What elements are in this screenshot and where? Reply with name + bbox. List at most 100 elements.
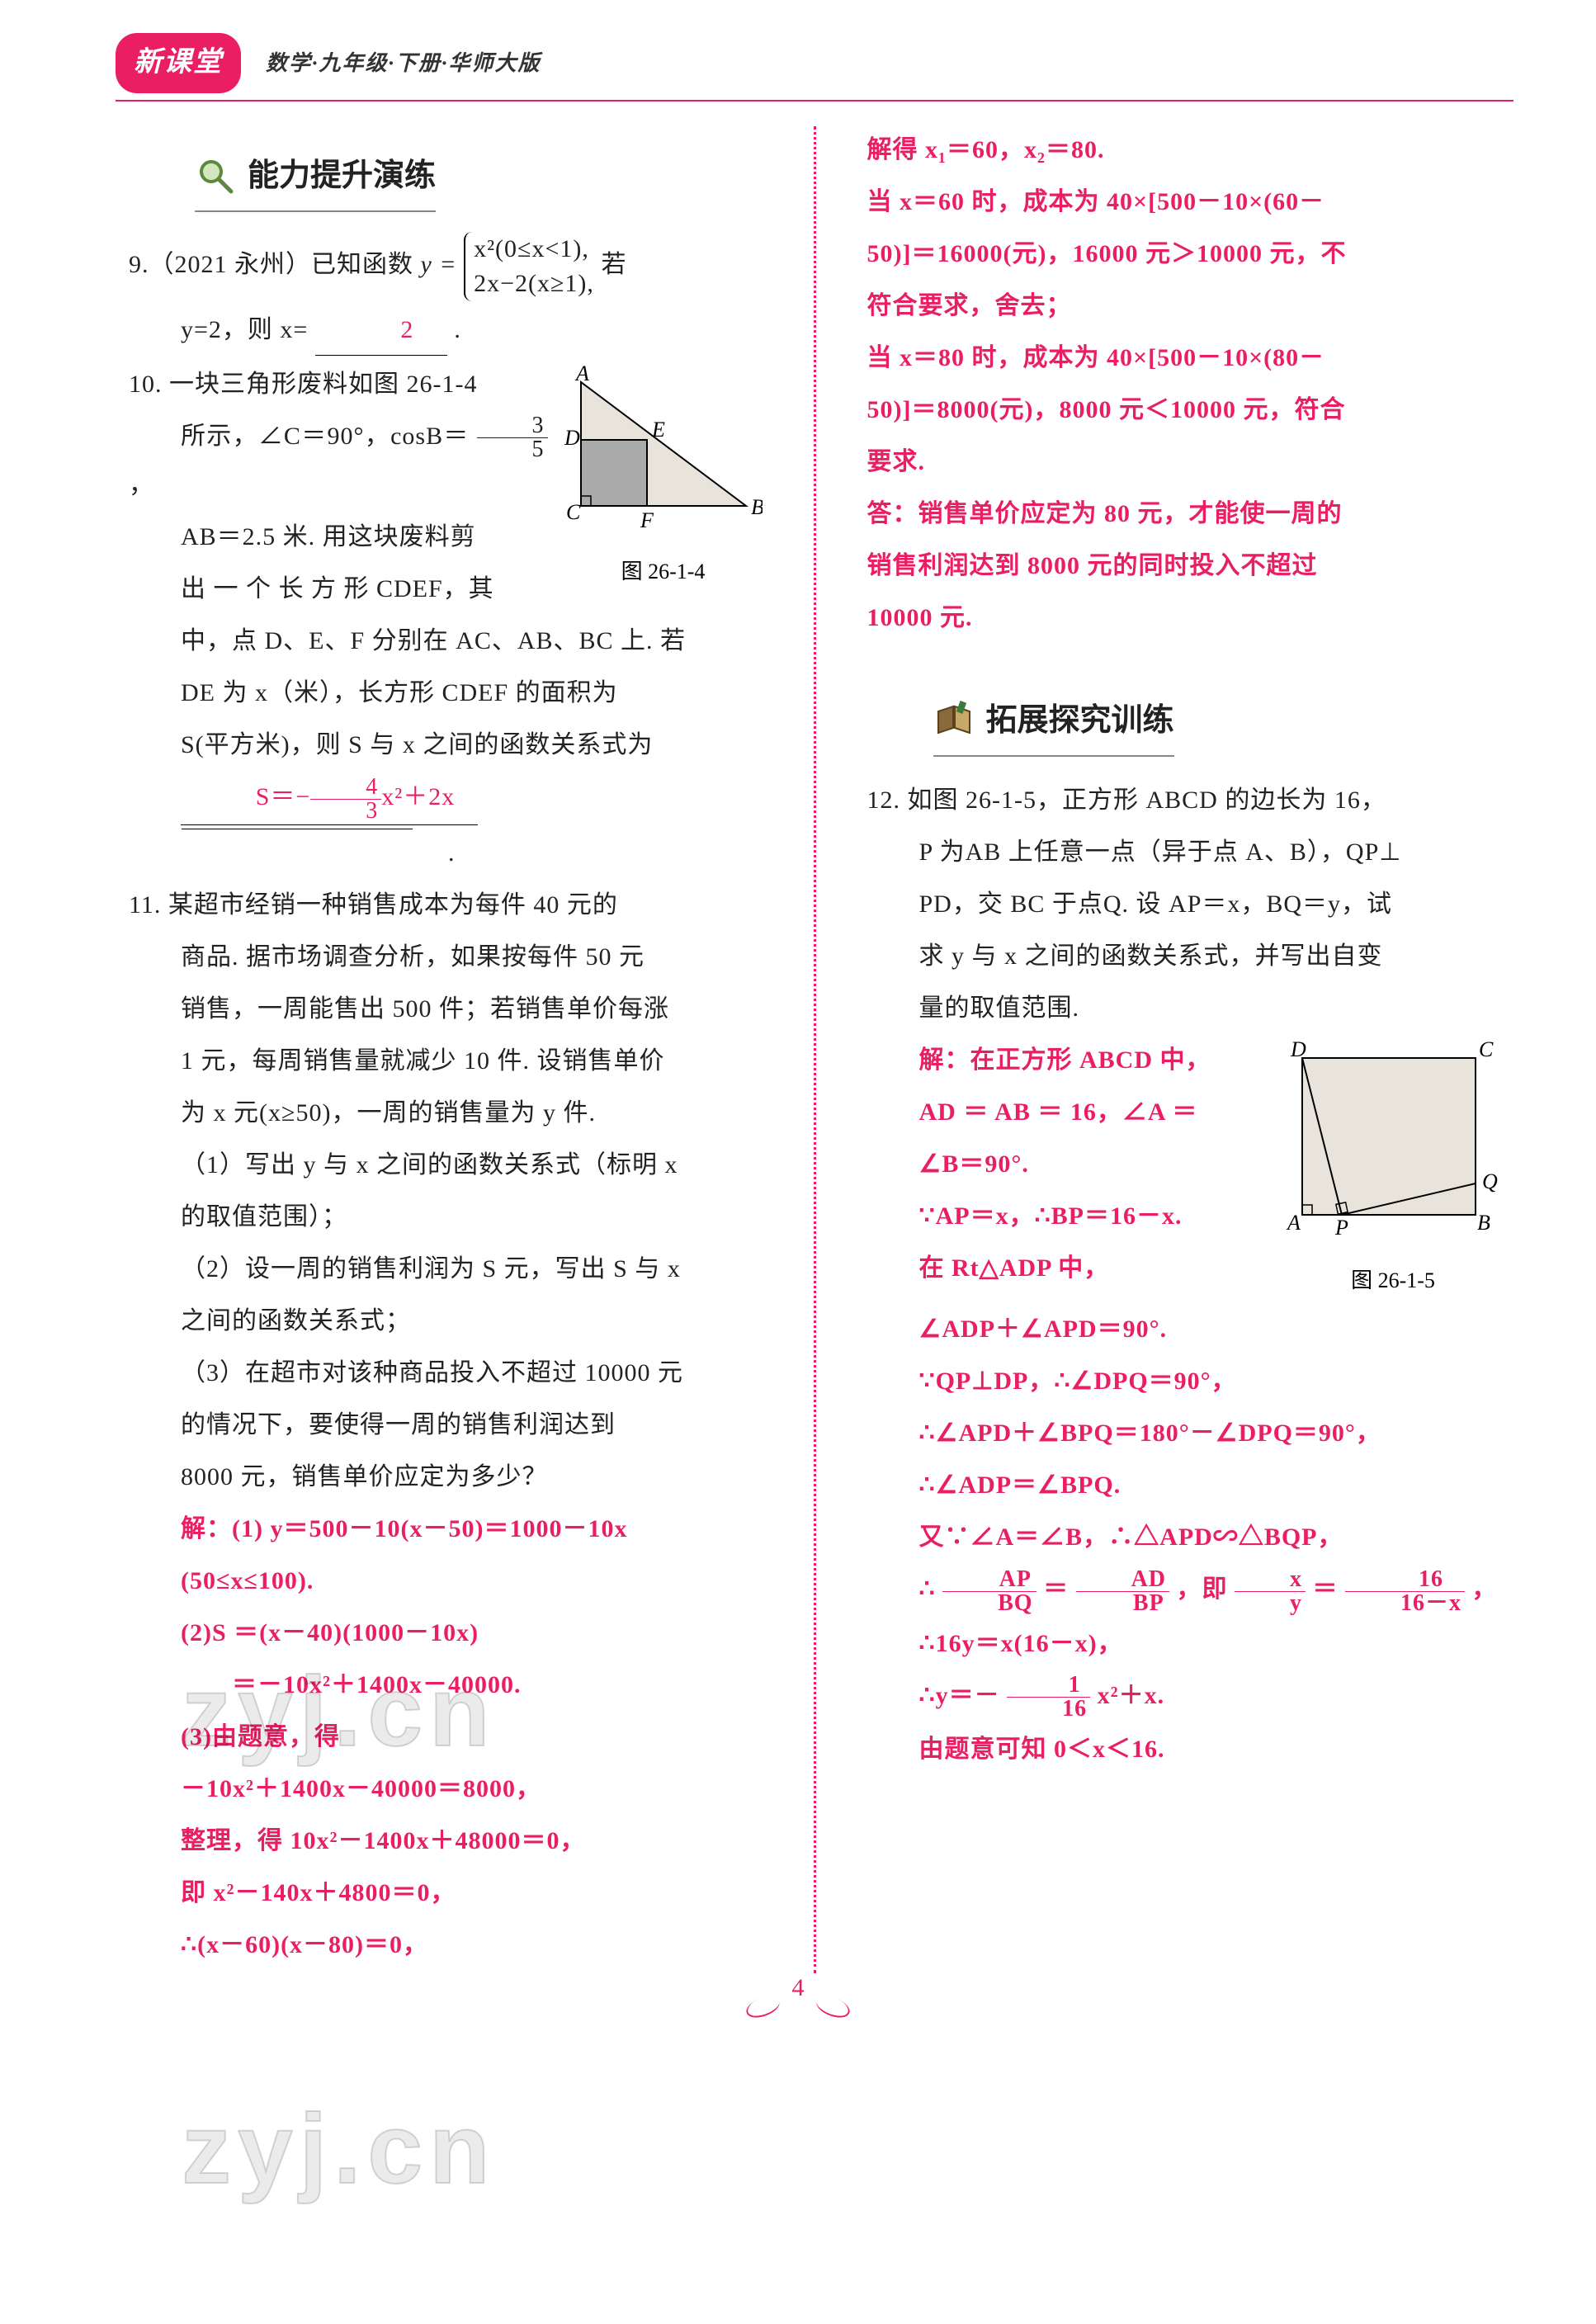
q11-a1: 解：(1) y＝500－10(x－50)＝1000－10x <box>129 1505 763 1552</box>
q9-suffix: 若 <box>601 251 626 278</box>
q11-q3c: 8000 元，销售单价应定为多少？ <box>129 1453 763 1500</box>
column-divider <box>814 126 816 1973</box>
q11-a3c: 整理，得 10x²－1400x＋48000＝0， <box>129 1817 763 1864</box>
section-2-label: 拓展探究训练 <box>986 691 1174 750</box>
f2-B: B <box>1477 1211 1490 1235</box>
q9-l2a: y=2，则 x= <box>181 316 308 343</box>
f2-D: D <box>1290 1042 1306 1061</box>
section-1-title: 能力提升演练 <box>195 146 436 212</box>
fig-26-1-5-caption: 图 26-1-5 <box>1286 1260 1500 1301</box>
q11-a3b: －10x²＋1400x－40000＝8000， <box>129 1765 763 1812</box>
q9-piece2: 2x−2(x≥1), <box>474 270 594 297</box>
q10-l6: DE 为 x（米），长方形 CDEF 的面积为 <box>129 669 763 716</box>
logo-text: 新课堂 <box>116 33 241 93</box>
q11r-3: 50)]＝16000(元)，16000 元＞10000 元，不 <box>867 230 1501 277</box>
q12-f3: xy <box>1235 1568 1306 1615</box>
f2-P: P <box>1334 1216 1348 1240</box>
q10-l2a: 所示，∠C＝90°，cosB＝ <box>181 423 470 450</box>
q11r-2: 当 x＝60 时，成本为 40×[500－10×(60－ <box>867 178 1501 225</box>
q12-a12: ∴16y＝x(16－x)， <box>867 1620 1501 1667</box>
q10-answer-line: S＝−43x²＋2x <box>129 773 763 825</box>
q12-a13: ∴y＝－ 116 x²＋x. <box>867 1672 1501 1722</box>
q12-p5: 量的取值范围. <box>867 985 1501 1032</box>
q9-y: y = <box>421 251 457 278</box>
figure-26-1-5: D C A B P Q 图 26-1-5 <box>1286 1042 1500 1301</box>
q10-ans-frac: 43 <box>310 776 381 823</box>
q9-piece1: x²(0≤x<1), <box>474 235 589 262</box>
q12-f1: APBQ <box>942 1568 1036 1615</box>
q9-l2b: . <box>454 316 461 343</box>
q9-piecewise: x²(0≤x<1), 2x−2(x≥1), <box>464 232 594 301</box>
f2-A: A <box>1286 1211 1301 1235</box>
q12-a8: ∴∠APD＋∠BPQ＝180°－∠DPQ＝90°， <box>867 1410 1501 1457</box>
q11-q3b: 的情况下，要使得一周的销售利润达到 <box>129 1401 763 1448</box>
q11r-9: 销售利润达到 8000 元的同时投入不超过 <box>867 542 1501 589</box>
square-diagram: D C A B P Q <box>1286 1042 1500 1240</box>
q12-a9: ∴∠ADP＝∠BPQ. <box>867 1462 1501 1509</box>
q12-a6: ∠ADP＋∠APD＝90°. <box>867 1306 1501 1353</box>
fig-C: C <box>566 500 581 524</box>
watermark-2: zyj.cn <box>182 2055 496 2243</box>
q12-p4: 求 y 与 x 之间的函数关系式，并写出自变 <box>867 933 1501 980</box>
q11-p1: 11. 某超市经销一种销售成本为每件 40 元的 <box>129 881 763 928</box>
q11r-4: 符合要求，舍去； <box>867 282 1501 329</box>
figure-26-1-4: A B C D E F 图 26-1-4 <box>564 366 763 592</box>
q10: A B C D E F 图 26-1-4 10. 一块三角形废料如图 26-1-… <box>129 361 763 876</box>
q11-p5: 为 x 元(x≥50)，一周的销售量为 y 件. <box>129 1089 763 1136</box>
q11-a3d: 即 x²－140x＋4800＝0， <box>129 1869 763 1916</box>
q12-a14: 由题意可知 0＜x＜16. <box>867 1726 1501 1773</box>
q11r-7: 要求. <box>867 438 1501 485</box>
q12-a11: ∴ APBQ ＝ ADBP ，即 xy ＝ 1616－x ， <box>867 1566 1501 1615</box>
fig-26-1-4-caption: 图 26-1-4 <box>564 551 763 592</box>
header-subtitle: 数学·九年级·下册·华师大版 <box>266 43 541 83</box>
q10-l7: S(平方米)，则 S 与 x 之间的函数关系式为 <box>129 721 763 768</box>
q10-blank-end: . <box>448 839 456 867</box>
q11-a3: (3)由题意，得 <box>129 1713 763 1760</box>
fig-E: E <box>651 418 665 442</box>
q11r-5: 当 x＝80 时，成本为 40×[500－10×(80－ <box>867 334 1501 381</box>
q11-a2b: ＝－10x²＋1400x－40000. <box>129 1661 763 1708</box>
right-column: 解得 x₁＝60，x₂＝80. 当 x＝60 时，成本为 40×[500－10×… <box>854 126 1514 1973</box>
f2-C: C <box>1479 1042 1494 1061</box>
q9-line2: y=2，则 x= 2 . <box>129 306 763 356</box>
page-header: 新课堂 数学·九年级·下册·华师大版 <box>116 33 1513 102</box>
q10-frac: 3 5 <box>477 414 548 461</box>
q11-p4: 1 元，每周销售量就减少 10 件. 设销售单价 <box>129 1037 763 1084</box>
fig-D: D <box>564 426 580 450</box>
q11r-10: 10000 元. <box>867 594 1501 641</box>
q11-p3: 销售，一周能售出 500 件；若销售单价每涨 <box>129 985 763 1032</box>
book-icon <box>933 700 975 741</box>
q11-q2b: 之间的函数关系式； <box>129 1297 763 1344</box>
q11-a3e: ∴(x－60)(x－80)＝0， <box>129 1921 763 1968</box>
q11-q2: （2）设一周的销售利润为 S 元，写出 S 与 x <box>129 1245 763 1292</box>
q11r-8: 答：销售单价应定为 80 元，才能使一周的 <box>867 490 1501 537</box>
q10-ans-prefix: S＝− <box>256 783 311 810</box>
triangle-diagram: A B C D E F <box>564 366 763 531</box>
fig-F: F <box>640 508 654 531</box>
q10-l5: 中，点 D、E、F 分别在 AC、AB、BC 上. 若 <box>129 617 763 664</box>
q12-f5: 116 <box>1007 1674 1090 1721</box>
q12-a7: ∵QP⊥DP，∴∠DPQ＝90°， <box>867 1358 1501 1405</box>
magnifier-icon <box>195 155 236 196</box>
q11-a1b: (50≤x≤100). <box>129 1557 763 1604</box>
q12-f4: 1616－x <box>1345 1568 1465 1615</box>
q10-ans-suffix: x²＋2x <box>381 783 455 810</box>
q12-a11a: ∴ <box>919 1575 936 1603</box>
q11-q1: （1）写出 y 与 x 之间的函数关系式（标明 x <box>129 1141 763 1188</box>
q9-prefix: 9.（2021 永州）已知函数 <box>129 251 421 278</box>
q10-l2b: ， <box>129 471 154 498</box>
q11r-1: 解得 x₁＝60，x₂＝80. <box>867 126 1501 173</box>
q11-a2: (2)S ＝(x－40)(1000－10x) <box>129 1609 763 1656</box>
q10-answer: S＝−43x²＋2x <box>181 773 478 825</box>
fig-A: A <box>574 366 589 385</box>
q12: 12. 如图 26-1-5，正方形 ABCD 的边长为 16， P 为AB 上任… <box>867 777 1501 1774</box>
q12-a10: 又∵∠A＝∠B，∴△APD∽△BQP， <box>867 1514 1501 1561</box>
logo: 新课堂 <box>116 33 241 93</box>
q12-p2: P 为AB 上任意一点（异于点 A、B），QP⊥ <box>867 829 1501 876</box>
q11r-6: 50)]＝8000(元)，8000 元＜10000 元，符合 <box>867 386 1501 433</box>
q9: 9.（2021 永州）已知函数 y = x²(0≤x<1), 2x−2(x≥1)… <box>129 232 763 301</box>
left-column: 能力提升演练 9.（2021 永州）已知函数 y = x²(0≤x<1), 2x… <box>116 126 776 1973</box>
q11-q1b: 的取值范围）； <box>129 1193 763 1240</box>
page-number: 4 <box>771 1963 826 2013</box>
q12-p3: PD，交 BC 于点Q. 设 AP＝x，BQ＝y，试 <box>867 881 1501 928</box>
